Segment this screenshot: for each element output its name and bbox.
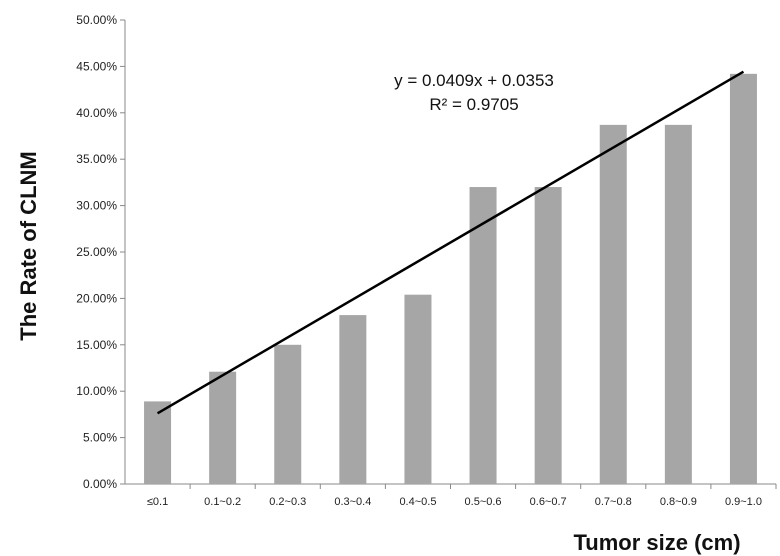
x-tick-label: 0.6~0.7 (530, 496, 567, 508)
bar (144, 401, 172, 484)
trendline-r-squared: R² = 0.9705 (429, 95, 518, 114)
bar (274, 344, 302, 484)
y-tick-label: 20.00% (76, 291, 117, 305)
y-tick-label: 0.00% (83, 477, 117, 491)
bar (209, 371, 237, 484)
y-tick-label: 35.00% (76, 152, 117, 166)
bar (534, 187, 562, 485)
x-tick-label: 0.5~0.6 (465, 496, 502, 508)
x-tick-label: 0.9~1.0 (725, 496, 762, 508)
bar (599, 124, 627, 484)
x-axis-title: Tumor size (cm) (573, 530, 740, 555)
x-tick-label: 0.2~0.3 (269, 496, 306, 508)
x-tick-label: 0.4~0.5 (399, 496, 436, 508)
x-tick-label: 0.8~0.9 (660, 496, 697, 508)
x-tick-label: 0.1~0.2 (204, 496, 241, 508)
x-tick-label: 0.3~0.4 (334, 496, 371, 508)
y-tick-label: 45.00% (76, 59, 117, 73)
y-tick-label: 30.00% (76, 199, 117, 213)
y-tick-label: 15.00% (76, 338, 117, 352)
y-tick-label: 5.00% (83, 431, 117, 445)
trendline-equation: y = 0.0409x + 0.0353 (394, 71, 554, 90)
bar (729, 73, 757, 484)
plot-area: 0.00% 5.00% 10.00% 15.00% 20.00% 25.00% 30.00%… (76, 13, 777, 508)
y-axis-title: The Rate of CLNM (16, 151, 41, 340)
x-tick-label: ≤0.1 (147, 496, 168, 508)
y-tick-label: 40.00% (76, 106, 117, 120)
trendline (156, 70, 745, 415)
bar (404, 294, 432, 484)
bar (339, 315, 367, 484)
y-tick-label: 25.00% (76, 245, 117, 259)
y-tick-label: 50.00% (76, 13, 117, 27)
bar (469, 187, 497, 485)
x-tick-label: 0.7~0.8 (595, 496, 632, 508)
y-tick-label: 10.00% (76, 384, 117, 398)
bar (664, 124, 692, 484)
